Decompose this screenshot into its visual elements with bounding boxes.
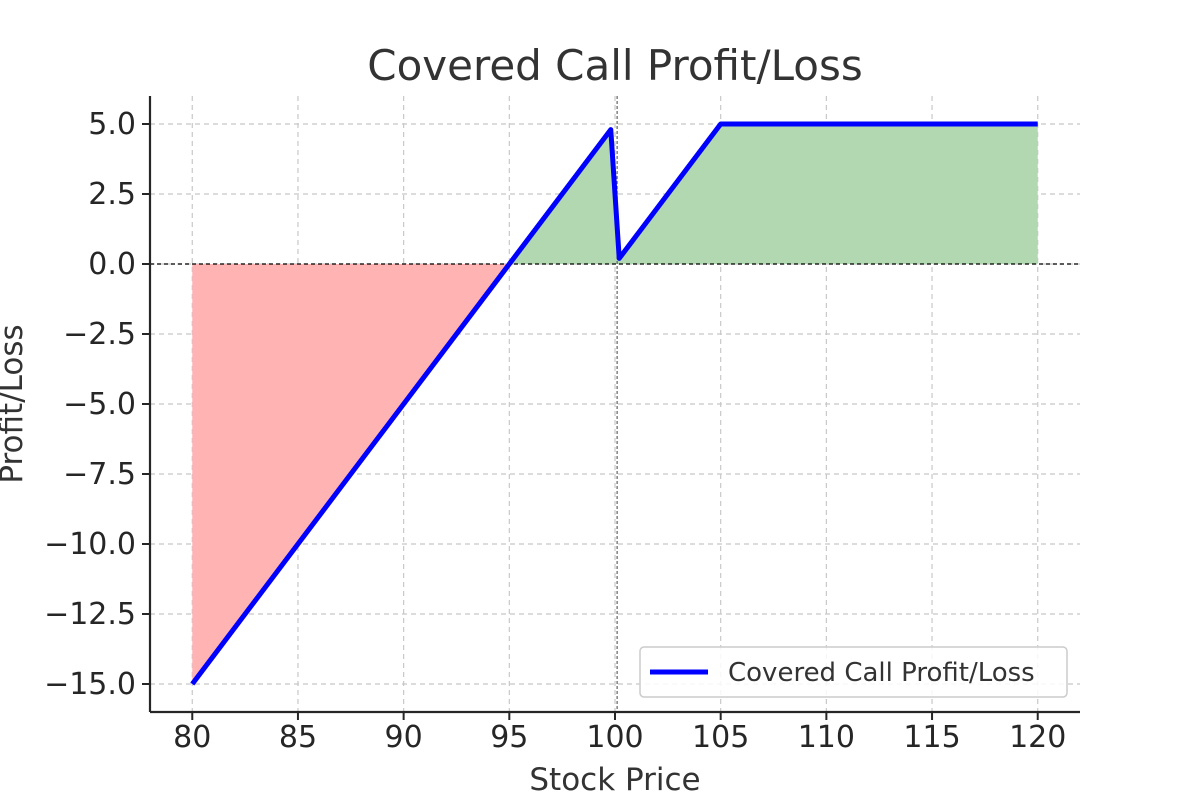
series-line-covered-call bbox=[190, 121, 1038, 686]
x-tick-label: 115 bbox=[903, 720, 960, 755]
legend: Covered Call Profit/Loss bbox=[639, 646, 1068, 698]
y-tick-label: 2.5 bbox=[88, 177, 136, 212]
y-tick-label: −5.0 bbox=[63, 387, 136, 422]
profit-region bbox=[509, 124, 1038, 264]
x-tick-labels: 80 85 90 95 100 105 110 115 120 bbox=[173, 712, 1066, 755]
x-tick-label: 100 bbox=[586, 720, 643, 755]
y-tick-label: −7.5 bbox=[63, 457, 136, 492]
y-tick-label: −10.0 bbox=[44, 527, 136, 562]
y-tick-labels: 5.0 2.5 0.0 −2.5 −5.0 −7.5 −10.0 −12.5 −15.0 bbox=[44, 107, 150, 702]
x-tick-label: 95 bbox=[490, 720, 528, 755]
chart-title: Covered Call Profit/Loss bbox=[367, 41, 863, 90]
x-tick-label: 110 bbox=[798, 720, 855, 755]
y-tick-label: −15.0 bbox=[44, 667, 136, 702]
y-axis-label: Profit/Loss bbox=[0, 324, 30, 483]
y-tick-label: 0.0 bbox=[88, 247, 136, 282]
y-tick-label: 5.0 bbox=[88, 107, 136, 142]
x-tick-label: 80 bbox=[173, 720, 211, 755]
series-layer bbox=[190, 121, 1038, 686]
y-tick-label: −2.5 bbox=[63, 317, 136, 352]
x-tick-label: 90 bbox=[385, 720, 423, 755]
x-axis-label: Stock Price bbox=[529, 762, 700, 798]
x-tick-label: 85 bbox=[279, 720, 317, 755]
y-tick-label: −12.5 bbox=[44, 597, 136, 632]
x-tick-label: 105 bbox=[692, 720, 749, 755]
x-tick-label: 120 bbox=[1009, 720, 1066, 755]
legend-label: Covered Call Profit/Loss bbox=[728, 658, 1035, 688]
legend-box bbox=[639, 646, 1068, 698]
